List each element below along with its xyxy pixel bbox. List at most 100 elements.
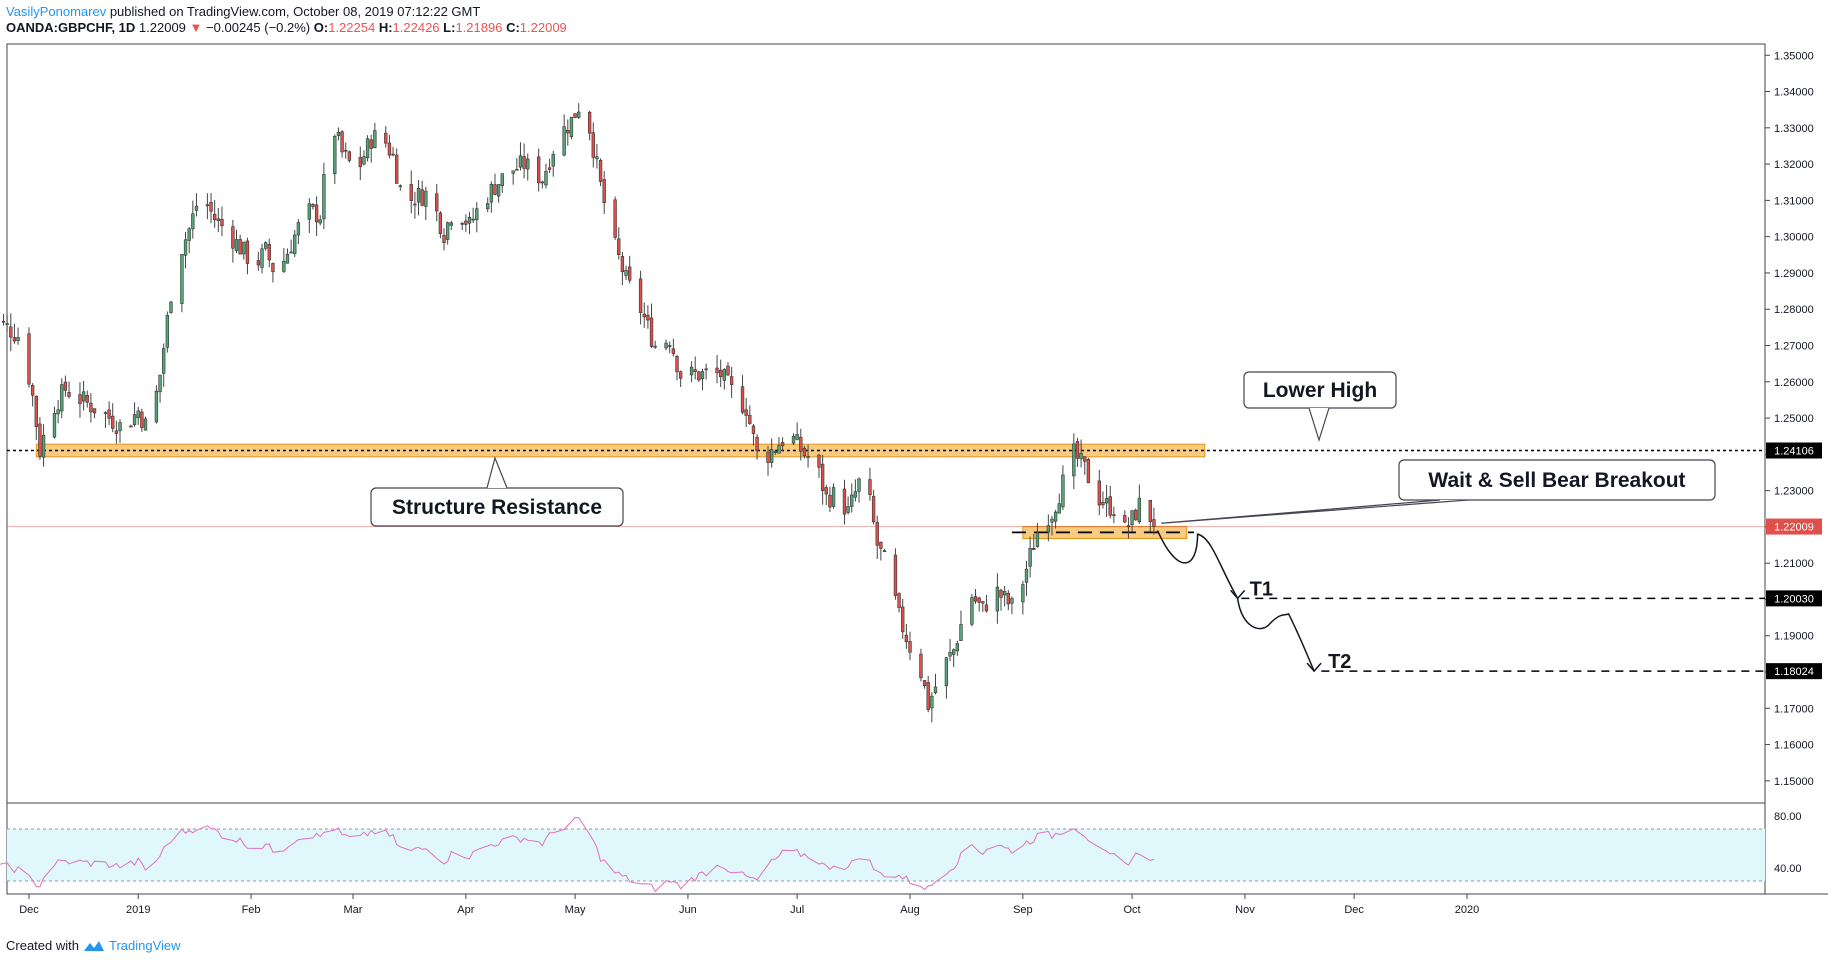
candle-body <box>238 239 242 255</box>
candle-body <box>678 371 683 379</box>
candle-body <box>1112 514 1116 516</box>
candle-body <box>824 487 828 495</box>
candle-body <box>853 491 858 498</box>
candle-body <box>719 369 723 378</box>
author-link[interactable]: VasilyPonomarev <box>6 4 107 19</box>
candle-body <box>689 366 694 376</box>
candle-body <box>908 641 912 653</box>
candle-body <box>613 199 617 238</box>
price-change: −0.00245 (−0.2%) <box>206 20 311 35</box>
y-tick-label: 1.29000 <box>1774 268 1814 280</box>
rsi-band <box>7 829 1765 881</box>
candle-body <box>362 156 366 165</box>
candle-body <box>486 203 490 210</box>
candle-body <box>628 266 632 281</box>
x-tick-label: Dec <box>19 904 39 916</box>
candle-body <box>311 204 315 207</box>
candle-body <box>344 149 348 152</box>
candle-body <box>842 488 847 515</box>
candle-body <box>475 208 479 221</box>
candle-body <box>664 342 668 349</box>
candle-body <box>63 381 68 391</box>
candle-body <box>653 345 657 348</box>
candle-body <box>1086 459 1091 484</box>
candle-body <box>391 153 395 156</box>
candle-body <box>638 278 643 313</box>
x-tick-label: Dec <box>1344 904 1364 916</box>
y-tick-label: 1.26000 <box>1774 377 1814 389</box>
candle-body <box>205 204 210 207</box>
open-label: O: <box>313 20 329 35</box>
candle-body <box>1104 498 1109 504</box>
candle-body <box>1 320 6 323</box>
candle-body <box>744 409 748 416</box>
candle-body <box>1079 453 1083 460</box>
candle-body <box>5 323 9 325</box>
x-tick-label: Jul <box>790 904 804 916</box>
rsi-series-line <box>0 816 1155 893</box>
candle-body <box>1072 443 1076 477</box>
y-tick-label: 1.27000 <box>1774 340 1814 352</box>
candle-body <box>369 139 373 149</box>
candle-body <box>668 345 672 347</box>
candle-body <box>395 154 399 184</box>
price-tags: 1.24106 1.22009 1.20030 1.18024 <box>1766 442 1822 680</box>
candle-body <box>769 449 774 463</box>
candle-body <box>973 596 978 602</box>
candle-body <box>617 238 621 255</box>
candle-body <box>1035 532 1040 547</box>
symbol-label[interactable]: OANDA:GBPCHF, 1D <box>6 20 136 35</box>
candle-body <box>231 226 235 249</box>
candle-body <box>766 451 770 463</box>
candle-body <box>715 367 719 374</box>
candle-body <box>897 593 901 609</box>
candle-body <box>78 394 82 405</box>
candle-body <box>649 317 654 347</box>
candle-body <box>263 242 268 249</box>
x-tick-label: May <box>565 904 586 916</box>
candle-body <box>959 624 963 641</box>
candle-body <box>140 411 144 428</box>
lower-high-label: Lower High <box>1263 379 1377 402</box>
candle-body <box>933 686 938 693</box>
candle-body <box>9 326 13 338</box>
candle-body <box>242 241 246 255</box>
candle-body <box>118 422 122 432</box>
structure-resistance-callout[interactable]: Structure Resistance <box>370 456 624 527</box>
candle-body <box>467 216 472 224</box>
candle-body <box>875 522 879 546</box>
candle-body <box>981 601 985 604</box>
candle-body <box>1032 547 1036 550</box>
candle-body <box>551 154 555 167</box>
x-tick-label: Nov <box>1235 904 1255 916</box>
price-tag-label: 1.24106 <box>1774 445 1814 457</box>
candle-body <box>30 385 35 396</box>
y-tick-label: 1.33000 <box>1774 123 1814 135</box>
candle-body <box>220 218 224 227</box>
candle-body <box>85 394 89 403</box>
candlestick-series <box>1 103 1156 723</box>
candle-body <box>777 445 781 454</box>
lower-high-callout[interactable]: Lower High <box>1243 371 1397 443</box>
x-tick-label: Aug <box>900 904 920 916</box>
candle-body <box>373 130 377 148</box>
tradingview-logo-icon[interactable] <box>83 939 105 953</box>
projected-path[interactable] <box>1156 530 1315 672</box>
y-tick-label: 1.23000 <box>1774 486 1814 498</box>
x-tick-label: Mar <box>344 904 363 916</box>
candle-body <box>791 436 796 444</box>
wait-sell-callout[interactable]: Wait & Sell Bear Breakout <box>1161 459 1716 524</box>
y-tick-label: 1.34000 <box>1774 87 1814 99</box>
candle-body <box>154 390 159 423</box>
tradingview-link[interactable]: TradingView <box>108 938 181 953</box>
candle-body <box>1075 441 1080 459</box>
candle-body <box>234 239 239 252</box>
candle-body <box>577 111 581 118</box>
candle-body <box>38 423 42 457</box>
candle-body <box>518 155 523 168</box>
candle-body <box>595 156 599 160</box>
candle-body <box>893 554 898 596</box>
candle-body <box>751 425 756 434</box>
candle-body <box>1024 568 1029 583</box>
